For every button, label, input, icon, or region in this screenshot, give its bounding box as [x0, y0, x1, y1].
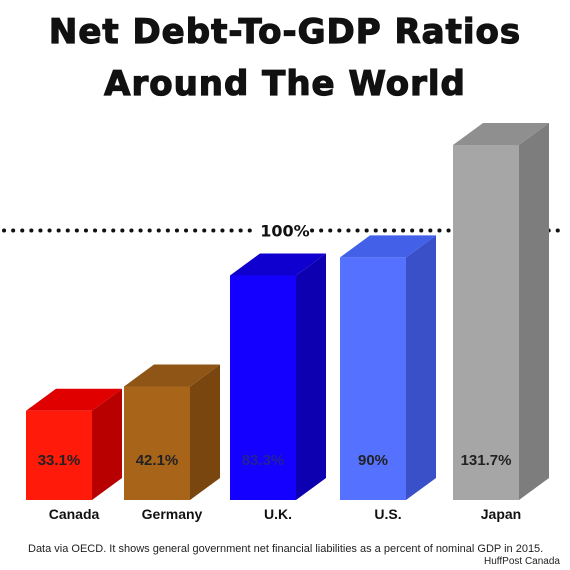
bar-0: [26, 410, 92, 500]
category-label-2: U.K.: [264, 506, 292, 522]
footer-credit: HuffPost Canada: [484, 556, 560, 567]
bar-side-2: [296, 253, 326, 500]
bar-side-4: [519, 123, 549, 500]
value-label-1: 42.1%: [136, 452, 179, 469]
bar-top-0: [26, 388, 122, 411]
bar-top-4: [453, 123, 549, 145]
chart-title-line-1: Net Debt-To-GDP Ratios: [48, 11, 522, 52]
reference-line-label: 100%: [260, 221, 309, 240]
bar-top-2: [230, 253, 326, 276]
bar-top-3: [340, 235, 436, 258]
value-label-2: 83.3%: [242, 452, 285, 469]
footer-note: Data via OECD. It shows general governme…: [28, 543, 544, 555]
bar-1: [124, 386, 190, 500]
chart-title: Net Debt-To-GDP Ratios Around The World: [0, 6, 570, 110]
category-label-1: Germany: [142, 506, 203, 522]
category-label-3: U.S.: [374, 506, 401, 522]
bar-3: [340, 257, 406, 500]
bar-4: [453, 145, 519, 500]
bar-side-1: [190, 364, 220, 500]
category-label-0: Canada: [49, 506, 100, 522]
bar-side-3: [406, 235, 436, 500]
bar-side-0: [92, 388, 122, 500]
chart-title-line-2: Around The World: [104, 63, 466, 104]
bar-top-1: [124, 364, 220, 387]
value-label-0: 33.1%: [38, 452, 81, 469]
value-label-3: 90%: [358, 452, 388, 469]
category-label-4: Japan: [481, 506, 521, 522]
value-label-4: 131.7%: [461, 452, 512, 469]
bar-2: [230, 275, 296, 500]
